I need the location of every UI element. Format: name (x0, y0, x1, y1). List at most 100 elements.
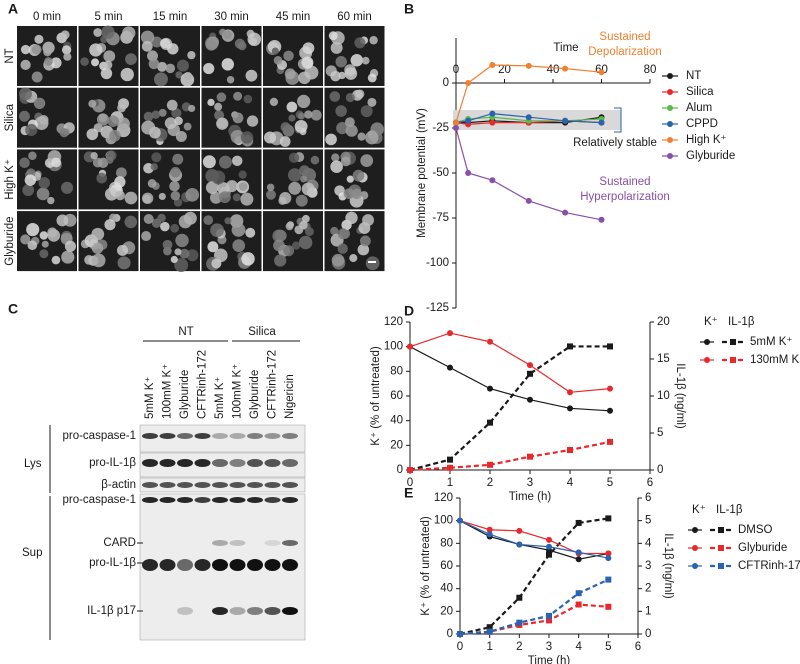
cell (300, 175, 308, 183)
y-tick-label: 60 (390, 390, 403, 402)
cell (367, 73, 377, 83)
cell (63, 52, 72, 61)
band (229, 433, 246, 439)
cell (174, 116, 183, 126)
marker (546, 543, 552, 550)
column-header: 0 min (33, 11, 61, 23)
cell (245, 69, 258, 82)
cell (234, 38, 245, 49)
x-tick-label: 1 (486, 641, 492, 653)
cell (124, 215, 138, 229)
cell (365, 256, 380, 271)
cell (34, 34, 44, 44)
cell (304, 227, 314, 237)
cell (125, 53, 137, 66)
cell (26, 222, 40, 237)
y-tick-label: -50 (432, 167, 449, 179)
y-tick-label: -125 (426, 302, 449, 314)
band (159, 559, 176, 571)
band (247, 559, 263, 571)
cell (331, 253, 345, 267)
band (177, 433, 193, 439)
marker (527, 362, 533, 369)
cell (170, 255, 178, 264)
cell (122, 26, 136, 40)
marker (607, 438, 613, 445)
cell (203, 62, 215, 75)
legend-label: DMSO (738, 524, 773, 536)
cell (304, 110, 313, 119)
legend-marker (692, 563, 698, 569)
cell (288, 152, 300, 163)
legend-marker (667, 89, 673, 95)
marker (453, 119, 459, 126)
marker (567, 447, 573, 454)
cell (216, 92, 227, 103)
series-line (409, 346, 611, 412)
cell (116, 167, 127, 179)
cell (27, 240, 38, 251)
legend-marker (718, 563, 724, 569)
cell (88, 99, 97, 108)
marker (486, 628, 493, 635)
band (229, 540, 246, 546)
lane-label: Glyburide (249, 370, 261, 419)
cell (19, 157, 30, 169)
stable-box (453, 110, 621, 130)
panel-letter: D (404, 303, 414, 319)
marker (525, 197, 532, 204)
legend-marker (692, 545, 698, 551)
marker (487, 461, 493, 468)
cell (148, 58, 160, 70)
band (194, 497, 211, 503)
y-axis-label: Membrane potential (mV) (416, 108, 428, 238)
cell (238, 182, 248, 191)
marker (465, 170, 472, 176)
panel-letter: E (404, 485, 413, 501)
band-label: pro-caspase-1 (62, 430, 136, 442)
cell (219, 28, 227, 36)
band-label: pro-IL-1β (89, 457, 136, 469)
cell (140, 30, 155, 45)
cell (233, 91, 243, 101)
y-tick-label: -25 (432, 122, 449, 134)
cell (214, 102, 223, 111)
cell (31, 44, 42, 55)
y-tick-label: 20 (390, 439, 403, 451)
cell (43, 48, 52, 57)
marker (447, 330, 453, 337)
marker (516, 527, 523, 534)
x-tick-label: 4 (575, 641, 582, 653)
cell (150, 163, 158, 171)
marker (453, 125, 459, 131)
cell (216, 117, 229, 130)
band (282, 433, 298, 439)
cell (330, 41, 343, 54)
annotation-line: Depolarization (588, 46, 662, 58)
cell (171, 107, 182, 119)
y-tick-label: 120 (434, 492, 453, 504)
cell (350, 54, 364, 67)
y-axis-label: K⁺ (% of untreated) (420, 516, 432, 616)
band (194, 559, 211, 571)
cell (226, 75, 235, 84)
cell (211, 258, 222, 269)
cell (91, 58, 100, 67)
cell (178, 215, 192, 229)
cell (47, 196, 55, 205)
y-tick-label: 120 (384, 316, 403, 328)
cell (117, 256, 131, 270)
band (229, 482, 246, 488)
x-tick-label: 0 (457, 641, 463, 653)
cell (179, 248, 190, 259)
band (264, 540, 281, 546)
marker (407, 343, 413, 350)
cell (272, 229, 286, 243)
legend-label: 130mM K⁺ (750, 354, 800, 366)
cell (93, 28, 103, 37)
legend-marker (704, 339, 710, 345)
cell (96, 172, 108, 184)
band (194, 459, 211, 467)
cell (157, 213, 166, 223)
cell (170, 191, 181, 201)
